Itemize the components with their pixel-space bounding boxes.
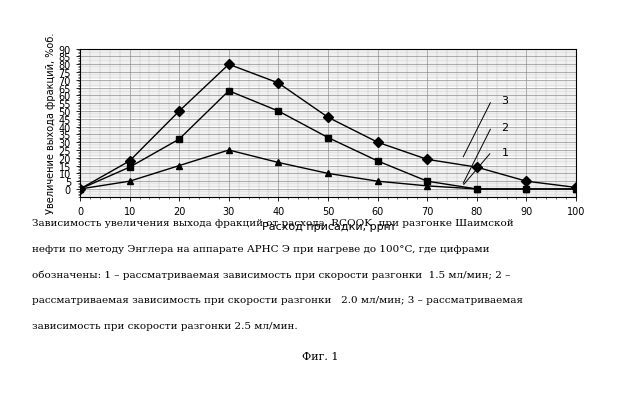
- X-axis label: Расход присадки, ppm: Расход присадки, ppm: [262, 222, 394, 232]
- Text: Фиг. 1: Фиг. 1: [301, 351, 339, 361]
- Text: 1: 1: [502, 147, 509, 157]
- Text: нефти по методу Энглера на аппарате АРНС Э при нагреве до 100°C, где цифрами: нефти по методу Энглера на аппарате АРНС…: [32, 244, 490, 254]
- Text: 2: 2: [502, 122, 509, 132]
- Text: рассматриваемая зависимость при скорости разгонки   2.0 мл/мин; 3 – рассматривае: рассматриваемая зависимость при скорости…: [32, 296, 523, 305]
- Text: обозначены: 1 – рассматриваемая зависимость при скорости разгонки  1.5 мл/мин; 2: обозначены: 1 – рассматриваемая зависимо…: [32, 270, 510, 280]
- Text: 3: 3: [502, 96, 509, 106]
- Text: Зависимость увеличения выхода фракций от расхода  RCOOK  при разгонке Шаимской: Зависимость увеличения выхода фракций от…: [32, 219, 514, 228]
- Y-axis label: Увеличение выхода фракций, %об.: Увеличение выхода фракций, %об.: [45, 33, 56, 214]
- Text: зависимость при скорости разгонки 2.5 мл/мин.: зависимость при скорости разгонки 2.5 мл…: [32, 321, 298, 330]
